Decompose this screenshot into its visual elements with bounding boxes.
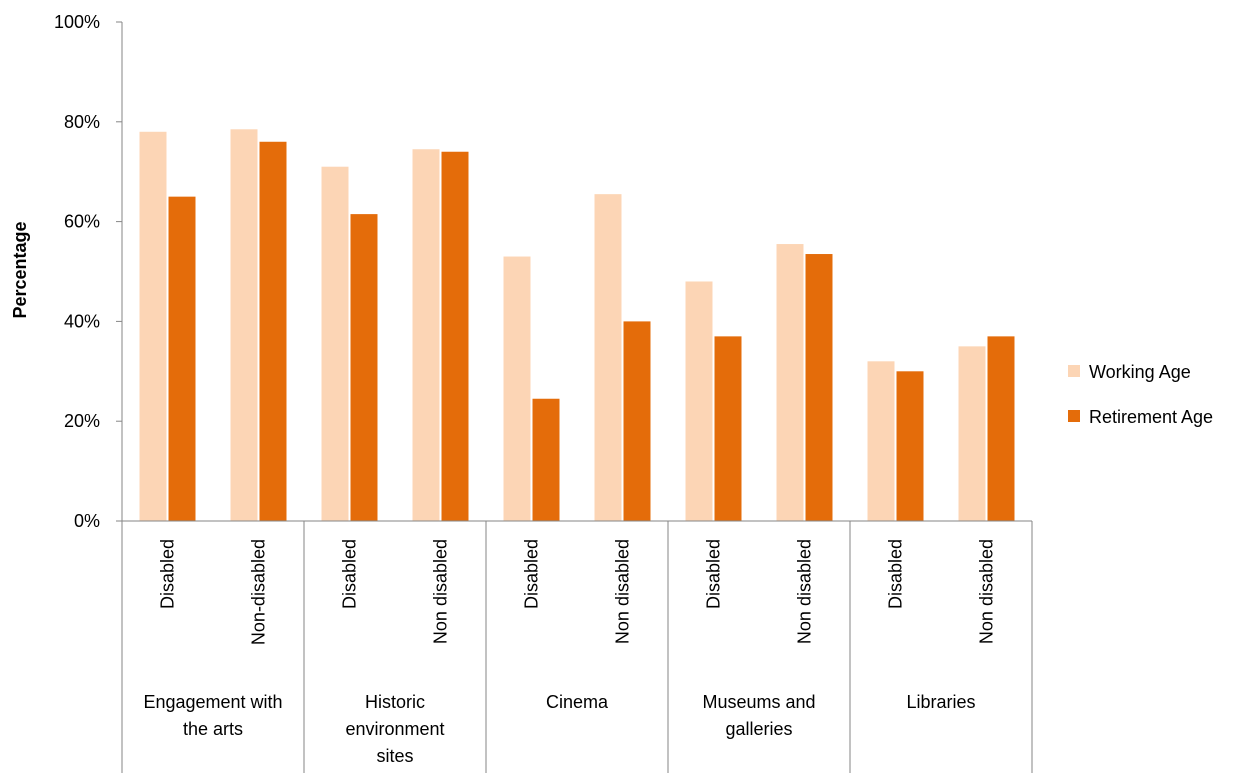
category-label: Disabled (340, 539, 360, 609)
bars (139, 129, 1015, 522)
category-label: Disabled (522, 539, 542, 609)
category-label: Non disabled (613, 539, 633, 644)
y-tick-label: 60% (64, 212, 100, 232)
category-label: Non disabled (795, 539, 815, 644)
x-axis: Disabled Non-disabled Engagement with the a… (122, 520, 1033, 773)
category-label: Non-disabled (249, 539, 269, 645)
group-label: galleries (725, 719, 792, 739)
y-tick-label: 80% (64, 112, 100, 132)
y-tick-label: 40% (64, 311, 100, 331)
bar-working-age (139, 131, 167, 521)
bar-retirement-age (623, 321, 651, 521)
category-label: Non disabled (977, 539, 997, 644)
category-label: Non disabled (431, 539, 451, 644)
bar-working-age (958, 346, 986, 521)
bar-working-age (594, 194, 622, 521)
bar-working-age (412, 149, 440, 521)
bar-working-age (776, 244, 804, 521)
y-axis-label: Percentage (10, 221, 30, 318)
bar-retirement-age (805, 254, 833, 521)
bar-retirement-age (896, 371, 924, 521)
group-label: environment (345, 719, 444, 739)
bar-retirement-age (987, 336, 1015, 521)
group-label: Museums and (702, 692, 815, 712)
group-label: the arts (183, 719, 243, 739)
bar-working-age (685, 281, 713, 521)
y-tick-label: 20% (64, 411, 100, 431)
legend-swatch (1068, 365, 1080, 377)
bar-working-age (867, 361, 895, 521)
bar-retirement-age (350, 214, 378, 522)
bar-retirement-age (441, 151, 469, 522)
category-label: Disabled (158, 539, 178, 609)
bar-retirement-age (168, 196, 196, 521)
bar-working-age (321, 166, 349, 521)
group-label: Engagement with (143, 692, 282, 712)
y-tick-label: 100% (54, 12, 100, 32)
category-label: Disabled (886, 539, 906, 609)
y-tick-label: 0% (74, 511, 100, 531)
group-label: Cinema (546, 692, 609, 712)
legend-label: Retirement Age (1089, 407, 1213, 427)
legend: Working Age Retirement Age (1068, 362, 1213, 427)
group-label: Historic (365, 692, 425, 712)
legend-label: Working Age (1089, 362, 1191, 382)
bar-retirement-age (714, 336, 742, 521)
bar-retirement-age (259, 141, 287, 521)
group-label: Libraries (906, 692, 975, 712)
category-label: Disabled (704, 539, 724, 609)
bar-working-age (230, 129, 258, 521)
y-axis: 0% 20% 40% 60% 80% 100% (54, 12, 123, 773)
legend-swatch (1068, 410, 1080, 422)
bar-retirement-age (532, 398, 560, 521)
bar-working-age (503, 256, 531, 521)
group-label: sites (376, 746, 413, 766)
